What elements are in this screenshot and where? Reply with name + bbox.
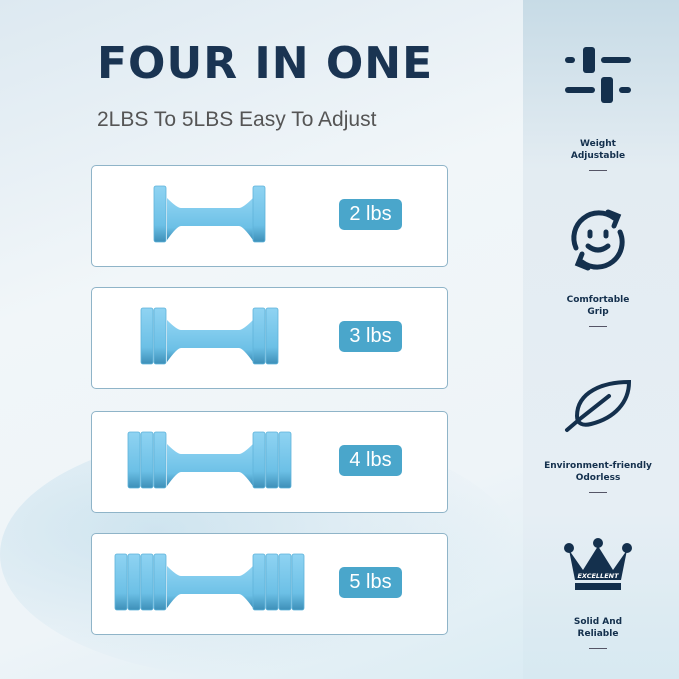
weight-badge: 3 lbs <box>339 321 402 352</box>
crown-icon: EXCELLENT <box>564 538 632 590</box>
dumbbell-plate <box>278 553 292 611</box>
weight-option-card: 5 lbs <box>91 533 448 635</box>
dumbbell-handle <box>167 444 253 486</box>
divider <box>589 648 607 649</box>
dumbbell-plate <box>127 553 141 611</box>
feature-label: Weight Adjustable <box>570 139 626 161</box>
smiley-refresh-icon <box>571 209 625 271</box>
dumbbell-plate <box>153 185 167 243</box>
weight-option-card: 3 lbs <box>91 287 448 389</box>
weight-option-card: 4 lbs <box>91 411 448 513</box>
feature-label: Environment-friendly Odorless <box>544 461 652 483</box>
weight-badge: 5 lbs <box>339 567 402 598</box>
dumbbell-image <box>127 431 292 489</box>
features-panel: Weight Adjustable Comfortable Grip Environ… <box>523 0 673 679</box>
dumbbell-handle <box>167 198 253 240</box>
dumbbell-plate <box>252 553 266 611</box>
divider <box>589 326 607 327</box>
feature-environment-friendly: Environment-friendly Odorless <box>523 380 673 493</box>
page-title: FOUR IN ONE <box>97 38 434 89</box>
dumbbell-image <box>114 553 305 611</box>
features-panel-edge <box>673 0 679 679</box>
dumbbell-plate <box>114 553 128 611</box>
dumbbell-plate <box>291 553 305 611</box>
dumbbell-plate <box>153 431 167 489</box>
weight-option-card: 2 lbs <box>91 165 448 267</box>
dumbbell-plate <box>252 431 266 489</box>
feature-comfortable-grip: Comfortable Grip <box>523 208 673 327</box>
page-subtitle: 2LBS To 5LBS Easy To Adjust <box>97 108 377 131</box>
feature-label: Solid And Reliable <box>573 617 623 639</box>
divider <box>589 170 607 171</box>
feature-label: Comfortable Grip <box>566 295 630 317</box>
dumbbell-plate <box>278 431 292 489</box>
dumbbell-plate <box>252 307 266 365</box>
dumbbell-plate <box>140 431 154 489</box>
feature-solid-reliable: EXCELLENT Solid And Reliable <box>523 538 673 649</box>
dumbbell-plate <box>265 431 279 489</box>
dumbbell-plate <box>252 185 266 243</box>
divider <box>589 492 607 493</box>
dumbbell-image <box>153 185 266 243</box>
dumbbell-plate <box>153 307 167 365</box>
crown-badge-text: EXCELLENT <box>577 572 619 580</box>
weight-badge: 2 lbs <box>339 199 402 230</box>
dumbbell-plate <box>140 307 154 365</box>
leaf-icon <box>565 380 632 432</box>
dumbbell-handle <box>167 320 253 362</box>
dumbbell-plate <box>265 553 279 611</box>
dumbbell-handle <box>167 566 253 608</box>
weight-badge: 4 lbs <box>339 445 402 476</box>
dumbbell-plate <box>153 553 167 611</box>
dumbbell-plate <box>127 431 141 489</box>
feature-weight-adjustable: Weight Adjustable <box>523 45 673 171</box>
dumbbell-plate <box>140 553 154 611</box>
dumbbell-image <box>140 307 279 365</box>
dumbbell-plate <box>265 307 279 365</box>
sliders-icon <box>565 47 631 103</box>
